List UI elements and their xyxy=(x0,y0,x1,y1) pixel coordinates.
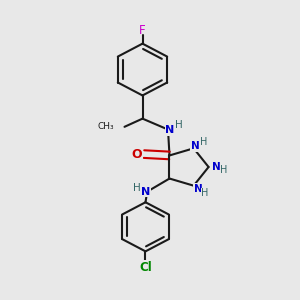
Text: N: N xyxy=(194,184,203,194)
Text: CH₃: CH₃ xyxy=(98,122,114,131)
Text: N: N xyxy=(212,162,220,172)
Text: N: N xyxy=(141,187,150,197)
Text: F: F xyxy=(139,23,146,37)
Text: N: N xyxy=(166,125,175,135)
Text: H: H xyxy=(201,188,209,198)
Text: N: N xyxy=(191,141,200,151)
Text: H: H xyxy=(133,183,141,194)
Text: Cl: Cl xyxy=(139,261,152,274)
Text: H: H xyxy=(175,120,182,130)
Text: O: O xyxy=(132,148,142,160)
Text: H: H xyxy=(200,137,207,147)
Text: H: H xyxy=(220,165,228,175)
